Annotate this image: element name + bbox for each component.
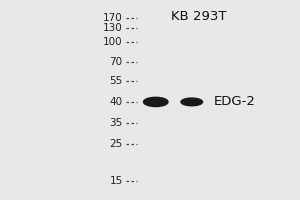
Text: 40: 40 bbox=[110, 97, 123, 107]
Text: EDG-2: EDG-2 bbox=[213, 95, 255, 108]
Ellipse shape bbox=[181, 98, 203, 106]
Text: KB 293T: KB 293T bbox=[171, 10, 227, 23]
Text: 35: 35 bbox=[110, 118, 123, 128]
Text: 130: 130 bbox=[103, 23, 123, 33]
Ellipse shape bbox=[143, 97, 168, 107]
Text: 170: 170 bbox=[103, 13, 123, 23]
Text: 100: 100 bbox=[103, 37, 123, 47]
Text: 55: 55 bbox=[110, 76, 123, 86]
Text: 25: 25 bbox=[110, 139, 123, 149]
Text: 70: 70 bbox=[110, 57, 123, 67]
Text: 15: 15 bbox=[110, 176, 123, 186]
